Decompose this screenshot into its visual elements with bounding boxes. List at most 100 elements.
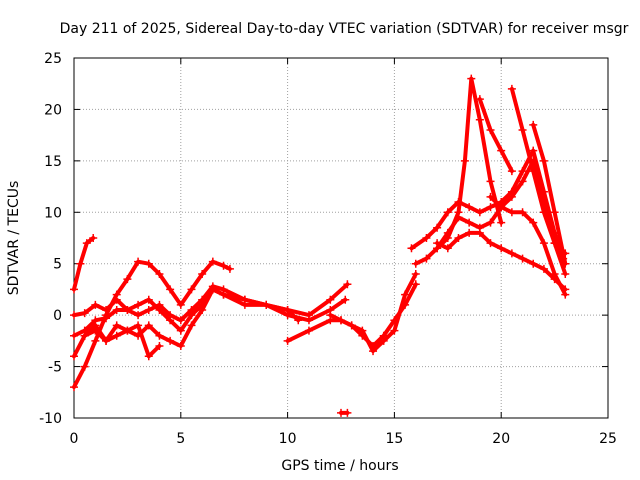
data-point [518, 208, 527, 217]
data-point [144, 306, 153, 314]
data-point [390, 316, 399, 325]
data-point [529, 218, 538, 227]
y-tick-label: 15 [44, 154, 62, 170]
data-point [475, 208, 484, 217]
data-point [144, 321, 153, 330]
data-point [240, 295, 249, 304]
data-point [176, 342, 185, 350]
data-point [561, 290, 570, 299]
data-point [166, 285, 175, 294]
y-tick-label: -5 [48, 360, 62, 376]
data-point [112, 306, 121, 314]
series-line-arc-17 [531, 122, 568, 266]
data-point [144, 295, 153, 304]
data-point [134, 311, 143, 320]
y-axis-label: SDTVAR / TECUs [6, 181, 22, 296]
data-point [507, 84, 516, 93]
data-point [112, 331, 121, 340]
data-point [144, 259, 153, 268]
data-point [343, 408, 352, 417]
data-point [529, 146, 538, 155]
data-point [347, 321, 356, 330]
data-point [176, 326, 185, 335]
data-point [460, 156, 469, 165]
data-point [208, 285, 217, 294]
data-point [465, 218, 474, 227]
series-line-arc-6 [82, 323, 162, 359]
data-point [70, 331, 78, 340]
data-point [369, 342, 378, 350]
data-point [539, 208, 548, 217]
x-tick-label: 0 [70, 431, 79, 447]
grid [74, 58, 608, 418]
data-point [70, 383, 78, 392]
series-line-arc-16 [488, 194, 568, 297]
data-point [166, 336, 175, 345]
data-point [76, 259, 85, 268]
data-point [208, 257, 217, 266]
data-point [486, 239, 495, 248]
data-point [390, 326, 399, 335]
data-point [497, 203, 506, 212]
data-point [91, 300, 100, 309]
series-line-arc-1 [72, 236, 96, 292]
y-tick-label: 0 [53, 308, 62, 324]
data-point [91, 336, 100, 345]
data-point [433, 223, 442, 232]
data-point [326, 295, 335, 304]
data-point [155, 270, 164, 278]
data-point [539, 264, 548, 273]
data-point [518, 177, 527, 186]
x-tick-label: 25 [599, 431, 617, 447]
data-point [70, 311, 78, 320]
data-point [144, 352, 153, 361]
data-point [187, 285, 196, 294]
data-point [411, 280, 420, 289]
data-point [443, 208, 452, 217]
data-point [198, 270, 207, 278]
data-point [134, 300, 143, 309]
data-point [343, 280, 352, 289]
data-point [166, 316, 175, 325]
plot-frame [73, 57, 609, 419]
data-point [176, 316, 185, 325]
data-point [219, 290, 228, 299]
series-line-arc-15 [509, 86, 568, 256]
data-point [422, 234, 431, 242]
data-point [561, 259, 570, 268]
data-point [102, 314, 111, 323]
series-line-arc-13 [435, 76, 504, 251]
data-point [507, 192, 516, 201]
data-point [407, 244, 416, 253]
data-point [80, 331, 89, 340]
data-point [475, 228, 484, 237]
data-point [134, 321, 143, 330]
data-point [176, 300, 185, 309]
data-point [155, 331, 164, 340]
chart-title: Day 211 of 2025, Sidereal Day-to-day VTE… [60, 21, 629, 37]
data-point [486, 218, 495, 227]
data-point [486, 192, 495, 201]
data-point [454, 234, 463, 242]
data-point [507, 208, 516, 217]
data-point [358, 331, 367, 340]
data-point [112, 295, 121, 304]
data-point [262, 300, 271, 309]
data-point [123, 326, 132, 335]
data-point [123, 275, 132, 284]
data-point [294, 316, 303, 325]
data-point [102, 336, 111, 345]
data-point [225, 264, 234, 273]
data-point [475, 95, 484, 104]
data-point [497, 218, 506, 227]
data-point [486, 126, 495, 134]
data-point [539, 156, 548, 165]
data-point [304, 326, 313, 335]
data-point [507, 167, 516, 176]
data-point [80, 362, 89, 371]
series-line-arc-14 [477, 97, 514, 174]
data-point [518, 126, 527, 134]
data-point [467, 74, 476, 83]
data-point [433, 244, 442, 253]
